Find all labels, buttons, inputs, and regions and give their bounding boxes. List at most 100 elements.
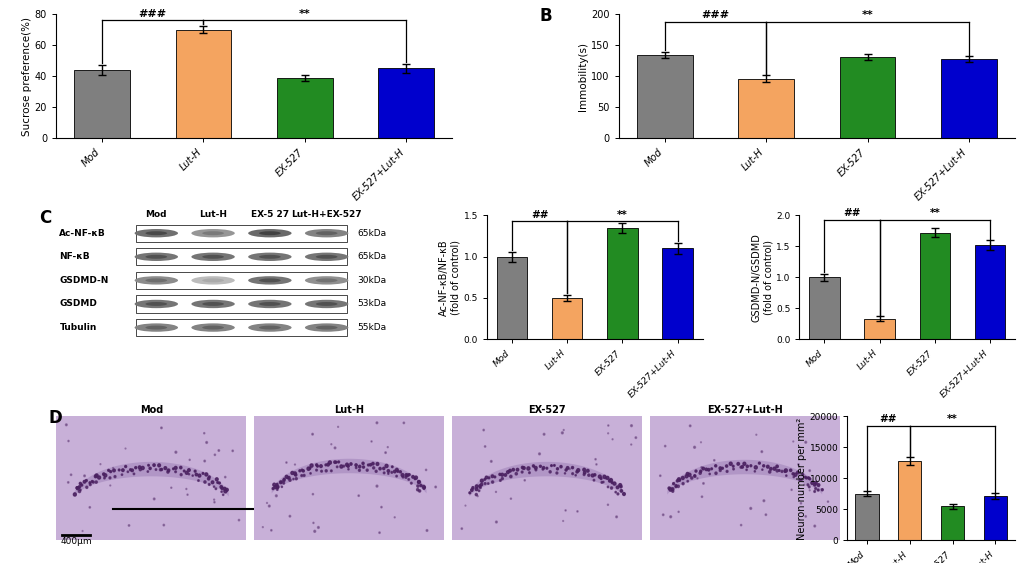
Circle shape	[542, 467, 544, 469]
Circle shape	[92, 481, 93, 482]
Circle shape	[614, 491, 615, 493]
Circle shape	[326, 463, 329, 466]
Circle shape	[170, 487, 171, 488]
Circle shape	[685, 475, 687, 478]
Circle shape	[577, 511, 578, 512]
Circle shape	[808, 486, 809, 488]
Circle shape	[816, 484, 819, 486]
Circle shape	[164, 467, 166, 470]
Y-axis label: GSDMD-N/GSDMD
(fold of control): GSDMD-N/GSDMD (fold of control)	[751, 233, 772, 321]
Circle shape	[803, 484, 804, 485]
Circle shape	[307, 467, 310, 470]
Text: D: D	[49, 409, 62, 427]
Circle shape	[407, 474, 409, 476]
Circle shape	[128, 525, 129, 526]
Circle shape	[475, 493, 477, 495]
Bar	[551, 298, 582, 339]
Circle shape	[367, 464, 369, 466]
Circle shape	[620, 490, 622, 492]
Circle shape	[475, 485, 478, 488]
Circle shape	[533, 466, 534, 467]
Circle shape	[163, 524, 164, 526]
Circle shape	[207, 477, 210, 480]
Circle shape	[488, 477, 489, 479]
Circle shape	[753, 471, 755, 472]
Circle shape	[294, 477, 297, 480]
Ellipse shape	[202, 302, 224, 306]
Ellipse shape	[316, 325, 337, 329]
Circle shape	[608, 480, 610, 482]
Circle shape	[572, 473, 573, 475]
Circle shape	[194, 470, 196, 472]
Bar	[74, 70, 129, 138]
Circle shape	[167, 471, 169, 473]
Circle shape	[133, 473, 135, 475]
Y-axis label: Immobility(s): Immobility(s)	[578, 42, 588, 111]
Circle shape	[408, 473, 410, 476]
Ellipse shape	[202, 325, 224, 329]
Circle shape	[714, 472, 716, 475]
Circle shape	[371, 441, 372, 442]
Ellipse shape	[146, 231, 167, 235]
Ellipse shape	[192, 229, 234, 238]
Circle shape	[285, 462, 286, 463]
Circle shape	[403, 422, 405, 424]
Circle shape	[108, 470, 109, 471]
Circle shape	[325, 470, 327, 472]
Circle shape	[347, 468, 348, 470]
Circle shape	[762, 464, 764, 467]
Ellipse shape	[135, 253, 178, 261]
Ellipse shape	[248, 253, 291, 261]
Circle shape	[499, 480, 500, 481]
Circle shape	[76, 486, 79, 490]
Circle shape	[198, 480, 199, 481]
Circle shape	[84, 475, 86, 477]
Ellipse shape	[305, 323, 348, 332]
Circle shape	[160, 468, 162, 471]
Circle shape	[602, 475, 605, 479]
Ellipse shape	[248, 229, 291, 238]
Circle shape	[93, 481, 94, 483]
Circle shape	[155, 469, 157, 470]
Ellipse shape	[146, 325, 167, 329]
Ellipse shape	[248, 276, 291, 284]
Bar	[175, 30, 231, 138]
Circle shape	[383, 472, 384, 473]
Circle shape	[472, 486, 474, 489]
Circle shape	[316, 465, 318, 467]
Circle shape	[510, 475, 512, 478]
Circle shape	[391, 466, 392, 468]
Circle shape	[67, 481, 69, 483]
Circle shape	[775, 465, 777, 468]
Circle shape	[484, 446, 485, 447]
Circle shape	[725, 465, 727, 467]
Circle shape	[732, 468, 734, 470]
Circle shape	[414, 476, 417, 479]
Circle shape	[681, 476, 684, 480]
Circle shape	[791, 489, 792, 490]
Circle shape	[698, 472, 701, 475]
Circle shape	[708, 473, 709, 475]
Circle shape	[330, 470, 332, 472]
Text: **: **	[861, 10, 872, 20]
Ellipse shape	[202, 255, 224, 259]
Circle shape	[268, 505, 270, 507]
Circle shape	[491, 481, 493, 483]
Circle shape	[180, 473, 182, 476]
Text: GSDMD: GSDMD	[59, 300, 97, 309]
Text: 65kDa: 65kDa	[358, 229, 386, 238]
Text: **: **	[928, 208, 940, 218]
Circle shape	[813, 484, 815, 486]
Bar	[496, 257, 527, 339]
Circle shape	[81, 484, 83, 486]
Circle shape	[393, 470, 395, 473]
Circle shape	[425, 469, 426, 471]
Ellipse shape	[316, 302, 337, 306]
Circle shape	[595, 464, 596, 465]
Circle shape	[564, 473, 565, 474]
Circle shape	[372, 467, 374, 469]
Circle shape	[565, 510, 566, 511]
Circle shape	[478, 485, 481, 488]
Circle shape	[556, 468, 558, 470]
Circle shape	[139, 466, 141, 468]
